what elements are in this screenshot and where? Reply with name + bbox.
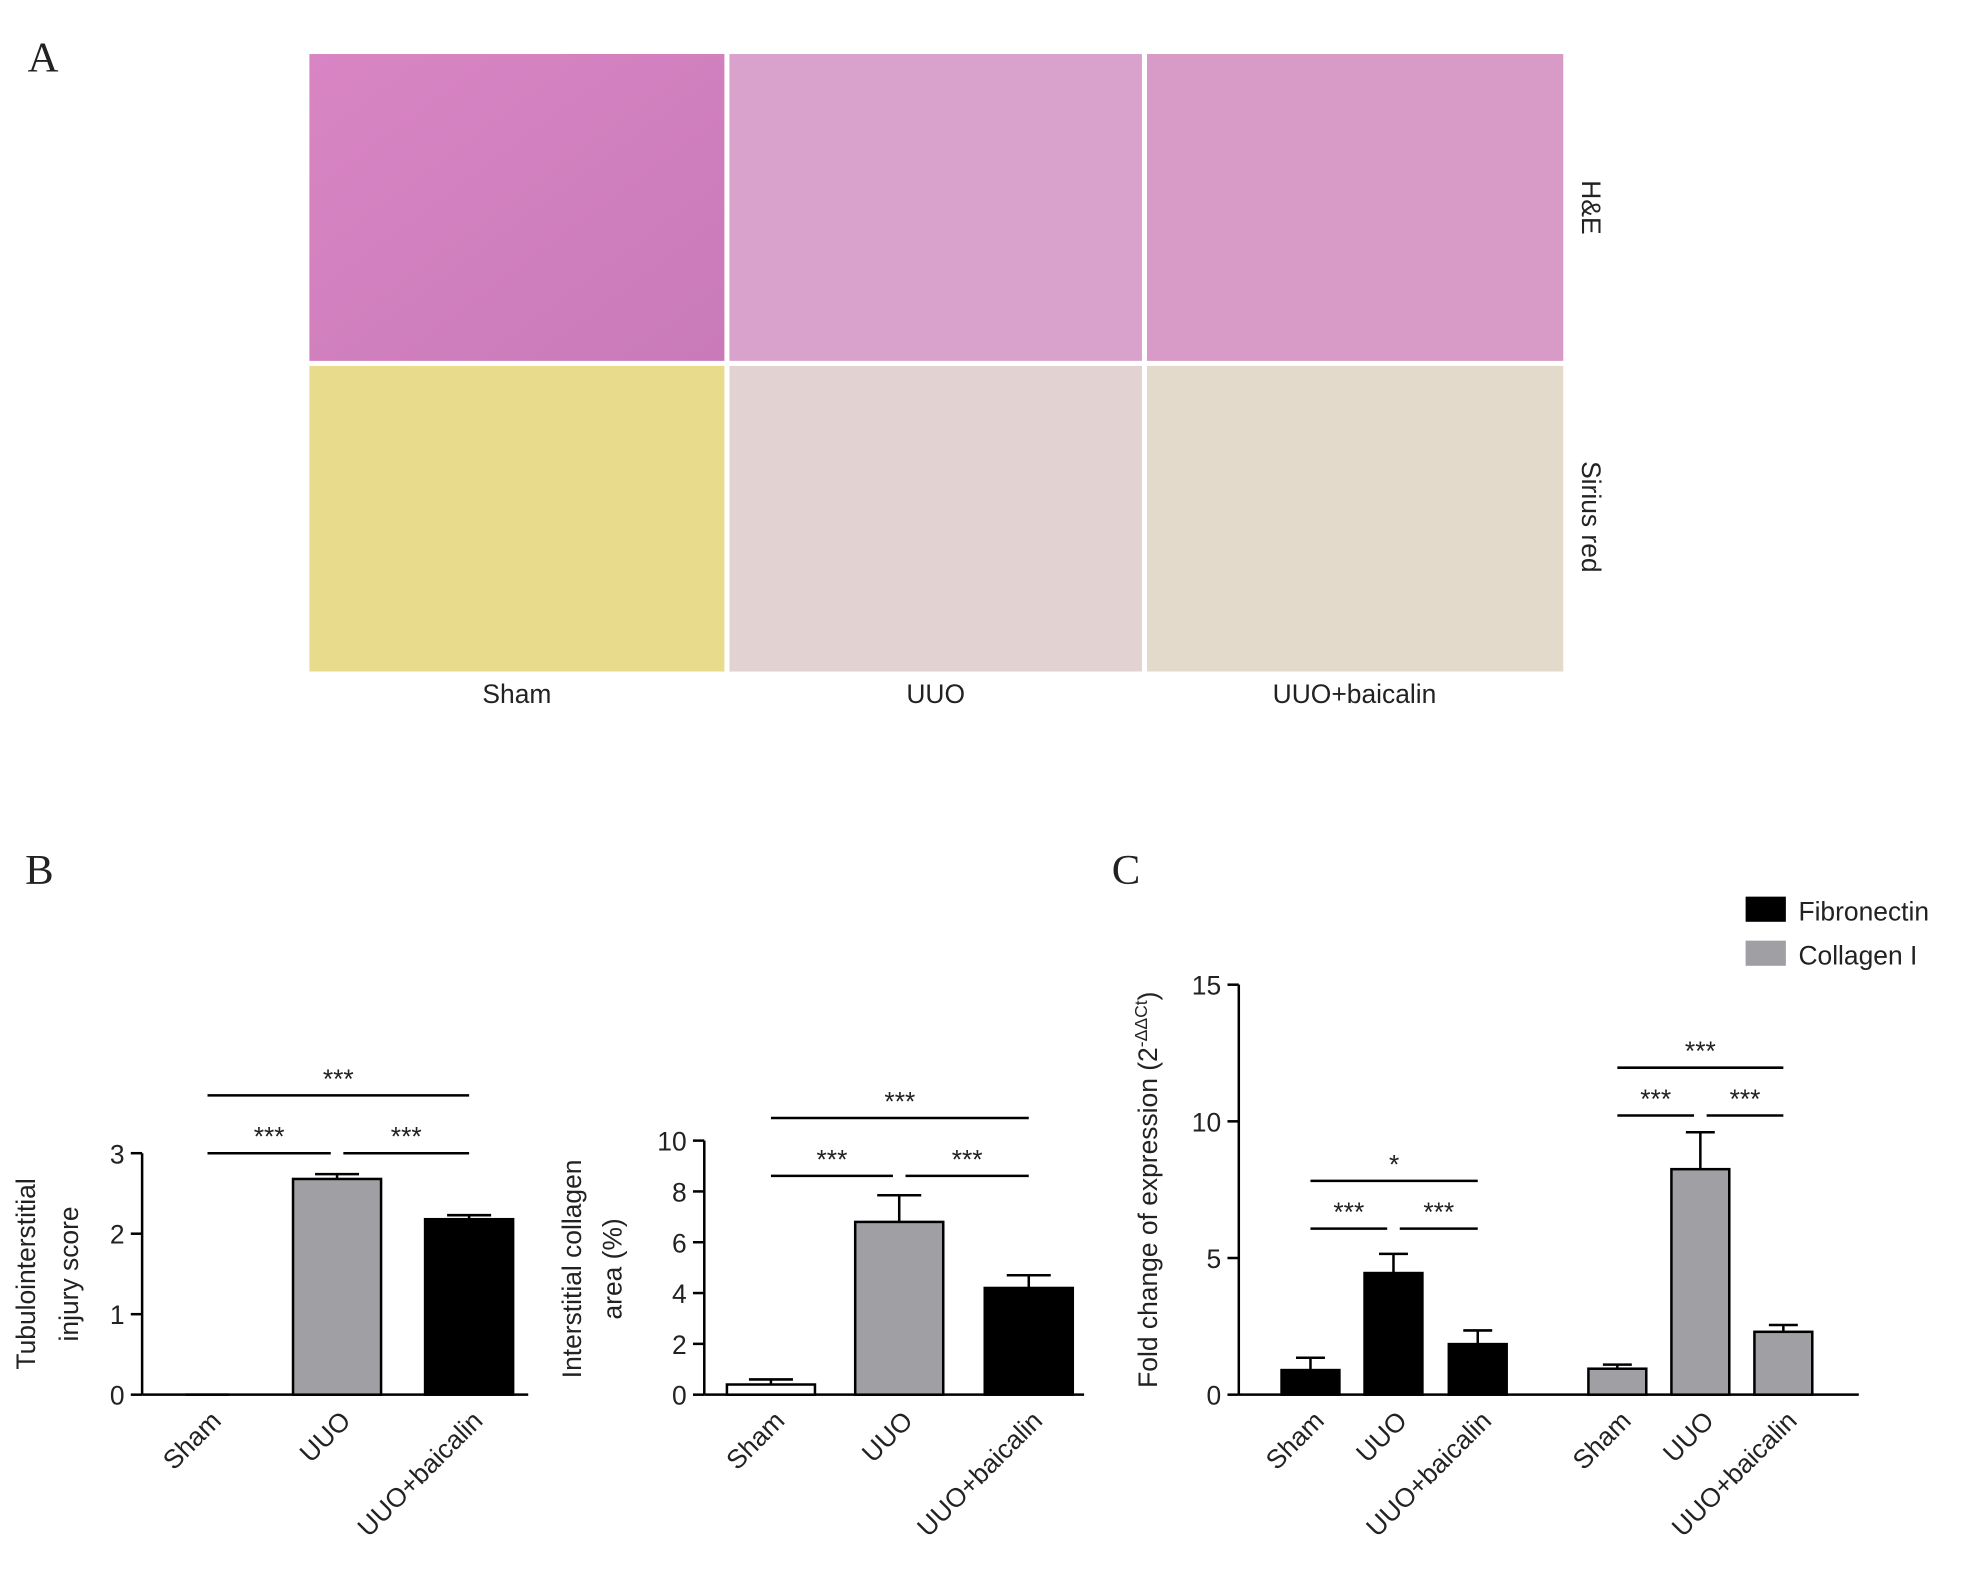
x-tick-label: UUO (1350, 1405, 1413, 1468)
micrograph (1146, 54, 1564, 361)
column-label: Sham (482, 679, 551, 709)
bar (853, 1220, 945, 1396)
significance-label: *** (884, 1086, 915, 1116)
y-tick-label: 2 (672, 1330, 687, 1360)
y-tick-label: 0 (1206, 1381, 1221, 1411)
y-tick-label: 6 (672, 1228, 687, 1258)
bar (725, 1383, 817, 1396)
y-tick-label: 5 (1206, 1244, 1221, 1274)
legend-label: Fibronectin (1798, 897, 1929, 927)
x-tick-label: Sham (1260, 1405, 1330, 1475)
micrograph (1146, 365, 1564, 672)
y-axis-label: Fold change of expression (2-ΔΔCt) (1131, 992, 1163, 1388)
y-axis-label: Interstitial collagen (557, 1160, 587, 1379)
legend-label: Collagen I (1798, 941, 1917, 971)
y-tick-label: 0 (672, 1381, 687, 1411)
x-tick-label: UUO+baicalin (352, 1405, 489, 1542)
micrograph (729, 54, 1142, 361)
y-axis-label: injury score (54, 1206, 84, 1341)
x-tick-label: Sham (720, 1405, 790, 1475)
legend-swatch (1745, 896, 1786, 922)
significance-label: *** (817, 1144, 848, 1174)
y-axis-label-end: ) (1133, 992, 1163, 1001)
micrograph (309, 365, 725, 672)
micrograph (729, 365, 1142, 672)
bar (1753, 1330, 1814, 1396)
y-tick-label: 3 (110, 1139, 125, 1169)
significance-label: *** (391, 1122, 422, 1152)
y-tick-label: 1 (110, 1300, 125, 1330)
y-tick-label: 15 (1192, 971, 1221, 1001)
bar (1447, 1342, 1508, 1396)
y-axis-label: area (%) (597, 1218, 627, 1319)
column-label: UUO (906, 679, 965, 709)
column-label: UUO+baicalin (1273, 679, 1437, 709)
micrographs (309, 54, 1564, 672)
panel-letter: B (25, 847, 54, 894)
legend-swatch (1745, 940, 1786, 966)
y-tick-label: 0 (110, 1381, 125, 1411)
row-label: H&E (1576, 180, 1606, 234)
bar (1363, 1271, 1424, 1396)
row-label: Sirius red (1576, 461, 1606, 573)
bar (1670, 1167, 1731, 1396)
bar (1280, 1368, 1341, 1396)
significance-label: *** (1640, 1084, 1671, 1114)
y-axis-label-main: Fold change of expression (2 (1133, 1047, 1163, 1388)
significance-label: *** (952, 1144, 983, 1174)
significance-label: *** (1423, 1197, 1454, 1227)
significance-label: *** (1333, 1197, 1364, 1227)
y-axis-label-superscript: -ΔΔCt (1131, 1000, 1151, 1047)
y-tick-label: 2 (110, 1220, 125, 1250)
panel-letter: C (1112, 847, 1141, 894)
significance-label: *** (323, 1064, 354, 1094)
y-tick-label: 10 (657, 1127, 686, 1157)
y-tick-label: 4 (672, 1279, 687, 1309)
panel-letter: A (28, 35, 59, 82)
x-tick-label: UUO (856, 1405, 919, 1468)
bar (291, 1177, 383, 1396)
x-tick-label: UUO (294, 1405, 357, 1468)
bar (1587, 1367, 1648, 1396)
micrograph (309, 54, 725, 361)
bar (983, 1286, 1075, 1396)
y-axis-label: Tubulointerstitial (11, 1178, 41, 1369)
x-tick-label: UUO+baicalin (911, 1405, 1048, 1542)
significance-label: *** (1730, 1084, 1761, 1114)
x-tick-label: Sham (1567, 1405, 1637, 1475)
bar (423, 1217, 515, 1396)
significance-label: *** (1685, 1036, 1716, 1066)
x-tick-label: UUO (1657, 1405, 1720, 1468)
significance-label: * (1389, 1149, 1399, 1179)
y-tick-label: 8 (672, 1177, 687, 1207)
significance-label: *** (254, 1122, 285, 1152)
x-tick-label: Sham (157, 1405, 227, 1475)
y-tick-label: 10 (1192, 1107, 1221, 1137)
